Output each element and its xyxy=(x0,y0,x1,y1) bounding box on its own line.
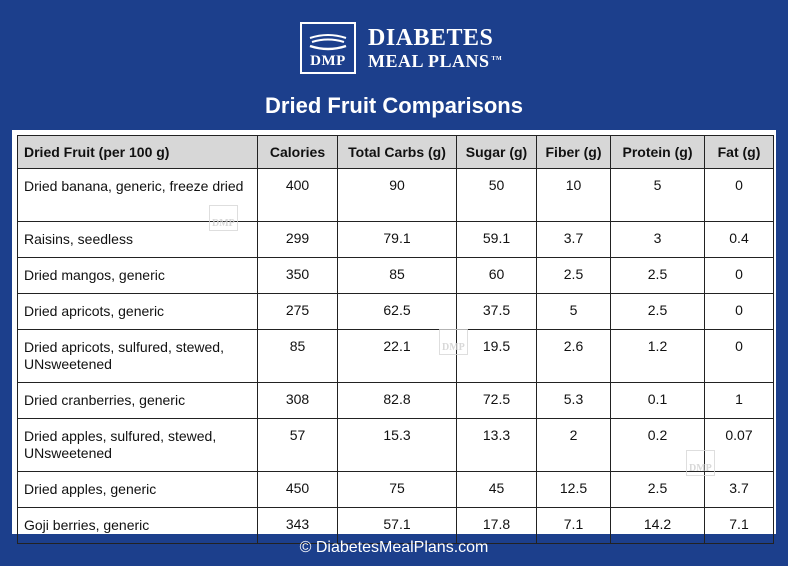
calories-cell: 350 xyxy=(257,257,338,294)
column-header: Calories xyxy=(257,135,338,169)
table-row: Dried apples, sulfured, stewed, UNsweete… xyxy=(17,418,774,472)
calories-cell: 85 xyxy=(257,329,338,383)
sugar-cell: 17.8 xyxy=(456,507,537,544)
fruit-name-cell: Dried mangos, generic xyxy=(17,257,258,294)
carbs-cell: 75 xyxy=(337,471,457,508)
sugar-cell: 72.5 xyxy=(456,382,537,419)
fat-cell: 1 xyxy=(704,382,774,419)
brand-logo: DMP DIABETES MEAL PLANS TM xyxy=(300,22,502,74)
protein-cell: 3 xyxy=(610,221,705,258)
protein-cell: 2.5 xyxy=(610,257,705,294)
sugar-cell: 19.5 xyxy=(456,329,537,383)
table-container: Dried Fruit (per 100 g) Calories Total Car… xyxy=(12,130,776,544)
fiber-cell: 2.5 xyxy=(536,257,611,294)
fiber-cell: 5 xyxy=(536,293,611,330)
carbs-cell: 57.1 xyxy=(337,507,457,544)
table-row: Goji berries, generic 343 57.1 17.8 7.1 14.2 7… xyxy=(17,507,774,544)
calories-cell: 299 xyxy=(257,221,338,258)
fiber-cell: 3.7 xyxy=(536,221,611,258)
fruit-name-cell: Dried apples, generic xyxy=(17,471,258,508)
watermark: DMP xyxy=(439,329,468,355)
watermark: DMP xyxy=(209,205,238,231)
plate-icon xyxy=(309,34,347,51)
comparison-table: Dried Fruit (per 100 g) Calories Total Car… xyxy=(17,135,774,544)
fat-cell: 0 xyxy=(704,293,774,330)
table-header-row: Dried Fruit (per 100 g) Calories Total Car… xyxy=(17,135,774,169)
logo-wordmark: DIABETES MEAL PLANS TM xyxy=(368,26,502,70)
sugar-cell: 50 xyxy=(456,168,537,222)
calories-cell: 400 xyxy=(257,168,338,222)
column-header: Dried Fruit (per 100 g) xyxy=(17,135,258,169)
fruit-name-cell: Dried banana, generic, freeze dried xyxy=(17,168,258,222)
carbs-cell: 62.5 xyxy=(337,293,457,330)
calories-cell: 308 xyxy=(257,382,338,419)
column-header: Sugar (g) xyxy=(456,135,537,169)
calories-cell: 57 xyxy=(257,418,338,472)
fat-cell: 0.4 xyxy=(704,221,774,258)
sugar-cell: 13.3 xyxy=(456,418,537,472)
fiber-cell: 10 xyxy=(536,168,611,222)
sugar-cell: 37.5 xyxy=(456,293,537,330)
carbs-cell: 85 xyxy=(337,257,457,294)
column-header: Fiber (g) xyxy=(536,135,611,169)
fiber-cell: 12.5 xyxy=(536,471,611,508)
column-header: Total Carbs (g) xyxy=(337,135,457,169)
protein-cell: 1.2 xyxy=(610,329,705,383)
fruit-name-cell: Raisins, seedless xyxy=(17,221,258,258)
carbs-cell: 82.8 xyxy=(337,382,457,419)
watermark: DMP xyxy=(686,450,715,476)
fiber-cell: 7.1 xyxy=(536,507,611,544)
fat-cell: 7.1 xyxy=(704,507,774,544)
protein-cell: 0.2 xyxy=(610,418,705,472)
trademark-mark: TM xyxy=(491,56,503,62)
sugar-cell: 45 xyxy=(456,471,537,508)
column-header: Fat (g) xyxy=(704,135,774,169)
carbs-cell: 90 xyxy=(337,168,457,222)
calories-cell: 450 xyxy=(257,471,338,508)
fat-cell: 0 xyxy=(704,329,774,383)
table-row: Dried cranberries, generic 308 82.8 72.5 5.3… xyxy=(17,382,774,419)
fruit-name-cell: Dried apricots, sulfured, stewed, UNswee… xyxy=(17,329,258,383)
copyright-footer: © DiabetesMealPlans.com xyxy=(299,539,489,556)
logo-badge: DMP xyxy=(300,22,356,74)
table-row: Dried mangos, generic 350 85 60 2.5 2.5 0 xyxy=(17,257,774,294)
sugar-cell: 59.1 xyxy=(456,221,537,258)
sugar-cell: 60 xyxy=(456,257,537,294)
calories-cell: 275 xyxy=(257,293,338,330)
table-body: Dried banana, generic, freeze dried 400 90… xyxy=(17,168,774,544)
table-row: Raisins, seedless 299 79.1 59.1 3.7 3 0.4 xyxy=(17,221,774,258)
logo-line-1: DIABETES xyxy=(368,25,494,51)
fruit-name-cell: Dried cranberries, generic xyxy=(17,382,258,419)
fiber-cell: 2 xyxy=(536,418,611,472)
logo-line-2: MEAL PLANS TM xyxy=(368,52,502,70)
fat-cell: 0 xyxy=(704,168,774,222)
protein-cell: 14.2 xyxy=(610,507,705,544)
column-header: Protein (g) xyxy=(610,135,705,169)
carbs-cell: 15.3 xyxy=(337,418,457,472)
fruit-name-cell: Dried apricots, generic xyxy=(17,293,258,330)
fat-cell: 0.07 xyxy=(704,418,774,472)
logo-line-2-text: MEAL PLANS xyxy=(368,51,490,71)
fiber-cell: 5.3 xyxy=(536,382,611,419)
table-row: Dried apricots, generic 275 62.5 37.5 5 2.5 0 xyxy=(17,293,774,330)
fiber-cell: 2.6 xyxy=(536,329,611,383)
fruit-name-cell: Dried apples, sulfured, stewed, UNsweete… xyxy=(17,418,258,472)
protein-cell: 5 xyxy=(610,168,705,222)
carbs-cell: 79.1 xyxy=(337,221,457,258)
page-title: Dried Fruit Comparisons xyxy=(265,93,523,118)
fat-cell: 3.7 xyxy=(704,471,774,508)
logo-badge-text: DMP xyxy=(310,53,346,69)
fat-cell: 0 xyxy=(704,257,774,294)
protein-cell: 2.5 xyxy=(610,471,705,508)
fruit-name-cell: Goji berries, generic xyxy=(17,507,258,544)
protein-cell: 0.1 xyxy=(610,382,705,419)
protein-cell: 2.5 xyxy=(610,293,705,330)
table-row: Dried apples, generic 450 75 45 12.5 2.5 3.7 xyxy=(17,471,774,508)
table-row: Dried banana, generic, freeze dried 400 90… xyxy=(17,168,774,222)
table-row: Dried apricots, sulfured, stewed, UNswee… xyxy=(17,329,774,383)
